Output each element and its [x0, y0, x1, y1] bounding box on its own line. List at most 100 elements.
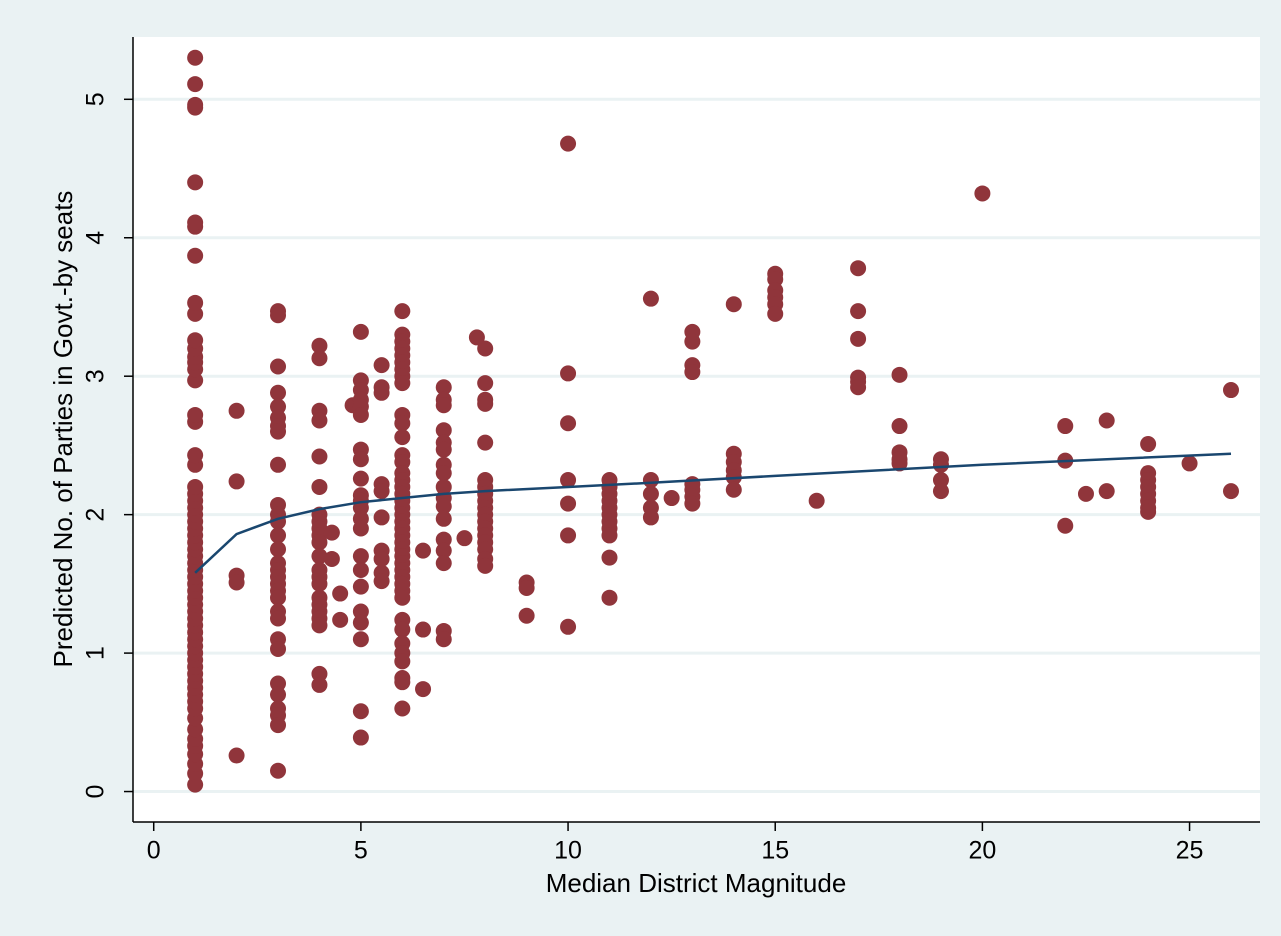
point	[435, 379, 452, 396]
point	[187, 447, 204, 464]
point	[1222, 382, 1239, 399]
point	[187, 76, 204, 93]
point	[1140, 503, 1157, 520]
point	[394, 415, 411, 432]
point	[352, 548, 369, 565]
point	[394, 375, 411, 392]
point	[891, 455, 908, 472]
point	[684, 333, 701, 350]
point	[270, 686, 287, 703]
point	[187, 478, 204, 495]
point	[270, 610, 287, 627]
y-tick-label: 5	[82, 92, 110, 106]
point	[311, 448, 328, 465]
point	[352, 323, 369, 340]
point	[932, 456, 949, 473]
point	[477, 395, 494, 412]
point	[270, 541, 287, 558]
point	[187, 721, 204, 738]
point	[394, 589, 411, 606]
point	[323, 524, 340, 541]
point	[352, 562, 369, 579]
point	[373, 357, 390, 374]
point	[228, 574, 245, 591]
point	[518, 607, 535, 624]
point	[311, 676, 328, 693]
point	[601, 549, 618, 566]
point	[850, 260, 867, 277]
point	[684, 364, 701, 381]
point	[187, 214, 204, 231]
point	[311, 534, 328, 551]
point	[1098, 483, 1115, 500]
point	[435, 542, 452, 559]
point	[560, 365, 577, 382]
x-axis-title: Median District Magnitude	[546, 868, 847, 898]
point	[663, 490, 680, 507]
point	[311, 478, 328, 495]
point	[642, 472, 659, 489]
point	[477, 340, 494, 357]
point	[352, 451, 369, 468]
point	[435, 478, 452, 495]
point	[311, 412, 328, 429]
point	[518, 580, 535, 597]
point	[850, 379, 867, 396]
point	[477, 375, 494, 392]
point	[394, 429, 411, 446]
point	[187, 332, 204, 349]
point	[270, 398, 287, 415]
point	[270, 675, 287, 692]
point	[311, 337, 328, 354]
point	[228, 747, 245, 764]
x-tick-label: 0	[147, 837, 161, 865]
point	[477, 434, 494, 451]
point	[1098, 412, 1115, 429]
point	[352, 614, 369, 631]
point	[394, 653, 411, 670]
point	[1057, 418, 1074, 435]
point	[435, 397, 452, 414]
point	[767, 271, 784, 288]
point	[187, 294, 204, 311]
point	[891, 418, 908, 435]
point	[270, 527, 287, 544]
point	[352, 406, 369, 423]
point	[187, 96, 204, 113]
x-tick-label: 10	[554, 837, 582, 865]
point	[352, 729, 369, 746]
y-tick-label: 3	[82, 369, 110, 383]
point	[270, 717, 287, 734]
point	[352, 603, 369, 620]
point	[311, 575, 328, 592]
point	[415, 542, 432, 559]
point	[373, 483, 390, 500]
point	[850, 303, 867, 320]
point	[725, 481, 742, 498]
scatter-series	[187, 49, 1239, 793]
point	[332, 585, 349, 602]
point	[394, 674, 411, 691]
point	[468, 329, 485, 346]
point	[228, 473, 245, 490]
point	[311, 665, 328, 682]
fit-line	[194, 452, 1232, 574]
point	[373, 550, 390, 567]
point	[1222, 483, 1239, 500]
point	[974, 185, 991, 202]
point	[560, 618, 577, 635]
point	[323, 550, 340, 567]
point	[415, 681, 432, 698]
point	[352, 470, 369, 487]
point	[601, 589, 618, 606]
point	[850, 330, 867, 347]
point	[932, 483, 949, 500]
point	[435, 422, 452, 439]
point	[352, 578, 369, 595]
x-tick-label: 25	[1176, 837, 1204, 865]
point	[394, 454, 411, 471]
point	[352, 703, 369, 720]
point	[270, 456, 287, 473]
